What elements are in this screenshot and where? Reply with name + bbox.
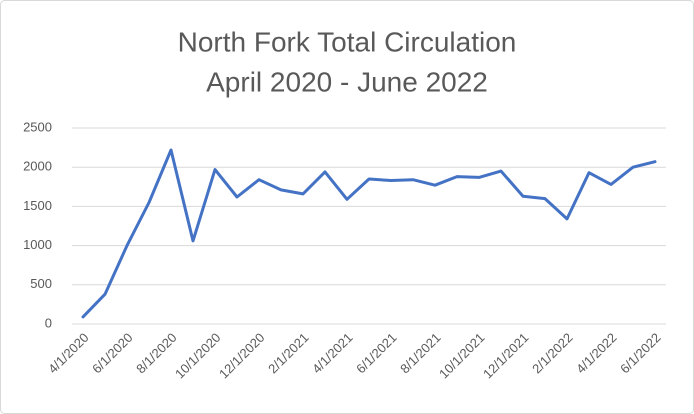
y-tick-label: 1500 <box>23 198 52 213</box>
y-tick-label: 2000 <box>23 159 52 174</box>
y-tick-label: 0 <box>45 315 52 330</box>
line-series <box>81 148 657 319</box>
y-tick-label: 2500 <box>23 119 52 134</box>
y-tick-label: 1000 <box>23 237 52 252</box>
chart-title: North Fork Total Circulation <box>178 26 517 57</box>
y-tick-label: 500 <box>30 276 52 291</box>
chart-subtitle: April 2020 - June 2022 <box>206 66 488 97</box>
